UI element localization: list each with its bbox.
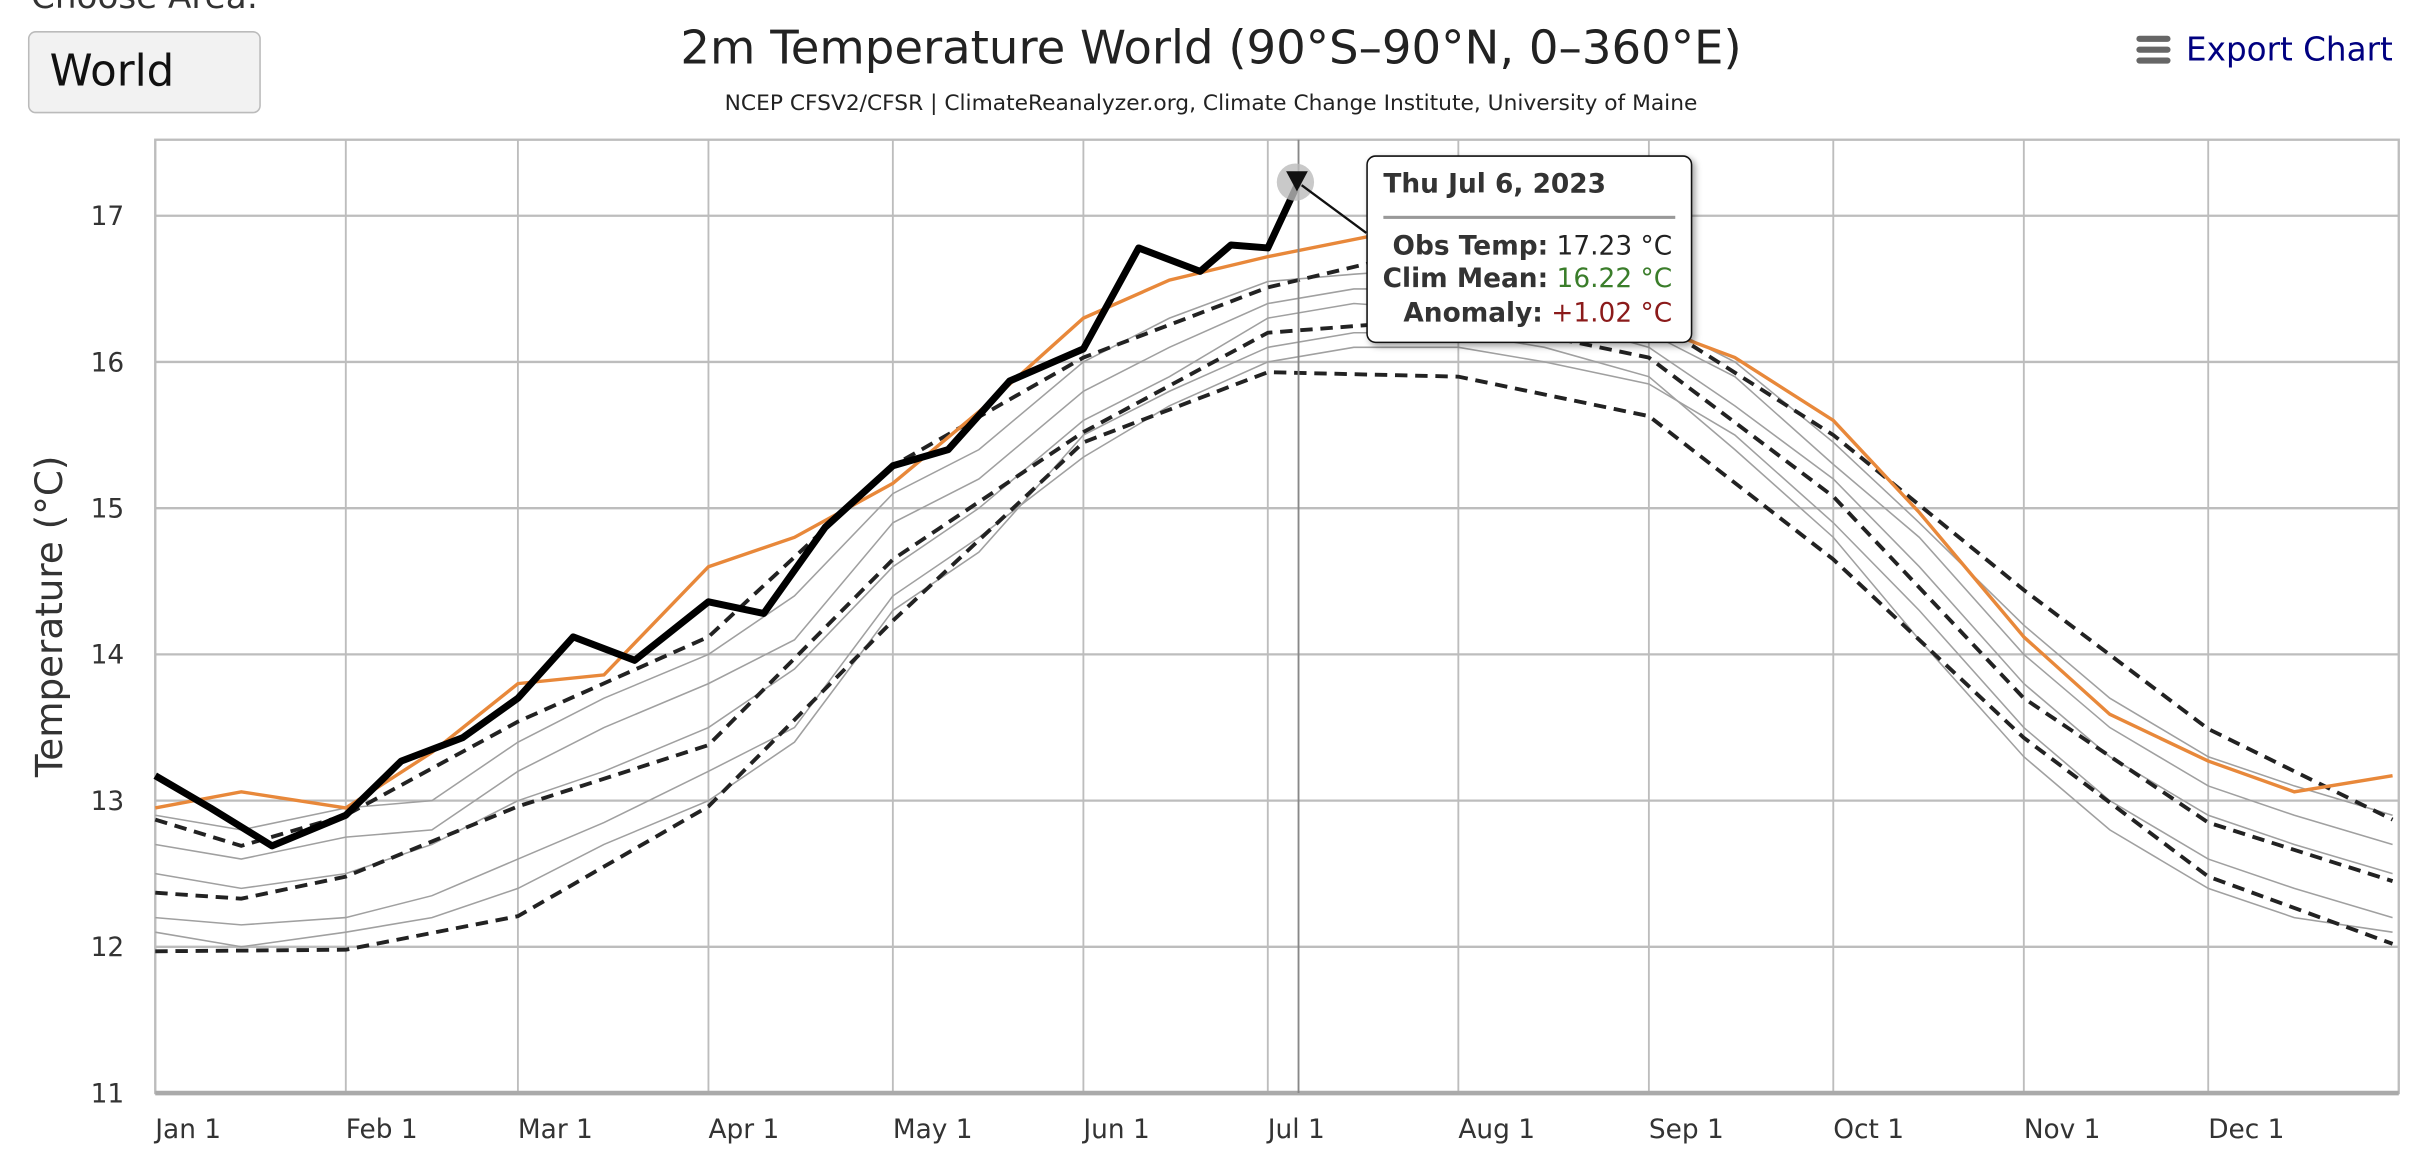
tooltip-clim-row: Clim Mean: 16.22 °C	[1383, 264, 1672, 295]
y-tick-label: 17	[91, 202, 125, 232]
x-tick-label: Jun 1	[1081, 1115, 1149, 1145]
y-tick-label: 12	[91, 933, 125, 963]
hamburger-menu-icon	[2136, 35, 2171, 64]
x-tick-label: Sep 1	[1649, 1115, 1724, 1145]
chart-title: 2m Temperature World (90°S–90°N, 0–360°E…	[680, 21, 1742, 77]
export-chart-label: Export Chart	[2186, 31, 2393, 69]
gray-year-line	[155, 346, 2393, 926]
x-tick-label: Dec 1	[2208, 1115, 2284, 1145]
x-tick-label: Feb 1	[346, 1115, 418, 1145]
tooltip-connector	[1300, 184, 1367, 234]
x-tick-label: Oct 1	[1833, 1115, 1904, 1145]
gray-year-line	[155, 288, 2393, 860]
x-tick-label: Mar 1	[518, 1115, 593, 1145]
climatology-dashed-line	[155, 316, 2394, 901]
tooltip-anomaly-label: Anomaly:	[1403, 298, 1543, 330]
y-tick-label: 16	[91, 348, 125, 378]
x-tick-label: May 1	[893, 1115, 973, 1145]
tooltip-obs-row: Obs Temp: 17.23 °C	[1393, 231, 1673, 262]
y-tick-label: 15	[91, 495, 125, 525]
chart-subtitle: NCEP CFSV2/CFSR | ClimateReanalyzer.org,…	[724, 91, 1698, 117]
plot-border	[154, 138, 2400, 1095]
x-tick-label: Jan 1	[153, 1115, 221, 1145]
x-tick-label: Aug 1	[1458, 1115, 1535, 1145]
area-selector-label: Choose Area:	[31, 0, 258, 17]
x-tick-label: Jul 1	[1266, 1115, 1325, 1145]
gray-year-line	[155, 331, 2393, 948]
tooltip-date: Thu Jul 6, 2023	[1383, 169, 1607, 201]
y-tick-label: 13	[91, 787, 125, 817]
orange-year-line	[154, 231, 2393, 810]
x-tick-label: Apr 1	[708, 1115, 779, 1145]
tooltip-clim-label: Clim Mean:	[1382, 263, 1549, 295]
current-year-line	[153, 180, 1302, 850]
tooltip-anomaly-value: +1.02 °C	[1551, 298, 1673, 330]
tooltip-clim-value: 16.22 °C	[1556, 263, 1673, 295]
highlight-marker-icon	[1286, 171, 1308, 192]
climatology-dashed-line	[154, 257, 2394, 848]
tooltip: Thu Jul 6, 2023 Obs Temp: 17.23 °C Clim …	[1366, 155, 1693, 344]
tooltip-obs-label: Obs Temp:	[1392, 231, 1549, 263]
tooltip-obs-value: 17.23 °C	[1556, 231, 1673, 263]
x-tick-label: Nov 1	[2024, 1115, 2101, 1145]
y-axis-label: Temperature (°C)	[27, 456, 71, 779]
tooltip-divider	[1383, 215, 1676, 219]
y-tick-label: 11	[91, 1079, 125, 1109]
gray-year-line	[155, 302, 2393, 890]
export-chart-button[interactable]: Export Chart	[2136, 31, 2393, 69]
climatology-dashed-line	[155, 370, 2394, 954]
y-tick-label: 14	[91, 641, 125, 671]
area-select[interactable]: World	[27, 31, 261, 114]
gray-year-line	[155, 266, 2393, 831]
tooltip-anomaly-row: Anomaly: +1.02 °C	[1403, 298, 1672, 329]
